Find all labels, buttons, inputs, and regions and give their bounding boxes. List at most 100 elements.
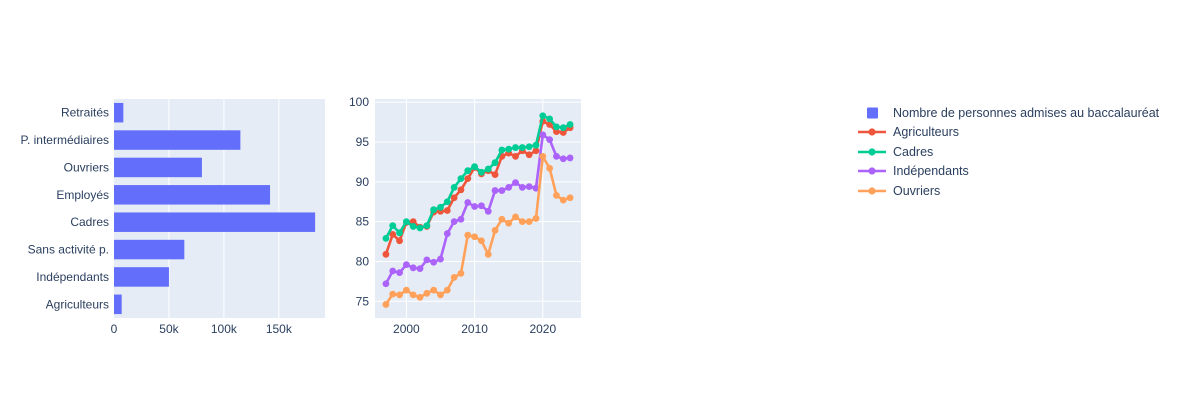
data-point-ouvriers[interactable] — [525, 218, 533, 226]
data-point-cadres[interactable] — [464, 167, 472, 175]
data-point-cadres[interactable] — [409, 223, 417, 230]
data-point-cadres[interactable] — [471, 163, 478, 171]
data-point-independants[interactable] — [382, 280, 390, 288]
data-point-ouvriers[interactable] — [505, 219, 513, 227]
data-point-ouvriers[interactable] — [512, 213, 519, 221]
data-point-ouvriers[interactable] — [443, 286, 451, 294]
line-series-cadres[interactable] — [384, 114, 571, 239]
data-point-independants[interactable] — [402, 261, 410, 269]
data-point-ouvriers[interactable] — [409, 291, 417, 299]
data-point-cadres[interactable] — [402, 218, 410, 226]
data-point-ouvriers[interactable] — [464, 231, 472, 239]
data-point-ouvriers[interactable] — [430, 286, 438, 294]
data-point-independants[interactable] — [505, 183, 513, 191]
legend-item-cadres[interactable]: Cadres — [857, 142, 1159, 162]
data-point-agriculteurs[interactable] — [457, 186, 465, 194]
data-point-ouvriers[interactable] — [559, 196, 567, 204]
data-point-independants[interactable] — [525, 183, 533, 191]
data-point-agriculteurs[interactable] — [450, 194, 458, 202]
data-point-cadres[interactable] — [539, 112, 547, 120]
legend-item-agriculteurs[interactable]: Agriculteurs — [857, 123, 1159, 143]
data-point-ouvriers[interactable] — [389, 290, 397, 298]
data-point-ouvriers[interactable] — [457, 270, 465, 277]
data-point-ouvriers[interactable] — [450, 273, 458, 281]
data-point-independants[interactable] — [450, 218, 458, 226]
data-point-ouvriers[interactable] — [532, 215, 540, 222]
data-point-independants[interactable] — [471, 203, 478, 210]
data-point-independants[interactable] — [532, 184, 540, 192]
data-point-independants[interactable] — [539, 131, 547, 139]
data-point-independants[interactable] — [443, 230, 451, 237]
data-point-cadres[interactable] — [450, 183, 458, 191]
data-point-cadres[interactable] — [512, 144, 519, 151]
data-point-agriculteurs[interactable] — [512, 152, 519, 160]
data-point-independants[interactable] — [389, 267, 397, 275]
data-point-independants[interactable] — [546, 136, 554, 144]
data-point-independants[interactable] — [484, 207, 492, 215]
data-point-independants[interactable] — [457, 215, 465, 223]
data-point-independants[interactable] — [416, 265, 424, 273]
data-point-ouvriers[interactable] — [498, 215, 506, 223]
data-point-cadres[interactable] — [430, 206, 438, 214]
data-point-independants[interactable] — [491, 187, 499, 194]
data-point-agriculteurs[interactable] — [443, 207, 451, 214]
data-point-ouvriers[interactable] — [546, 164, 554, 172]
data-point-agriculteurs[interactable] — [382, 250, 390, 258]
bar-retraites[interactable] — [114, 102, 124, 123]
data-point-independants[interactable] — [396, 269, 403, 277]
legend-item-bac-admissions[interactable]: Nombre de personnes admises au baccalaur… — [857, 103, 1159, 123]
data-point-ouvriers[interactable] — [396, 291, 403, 299]
data-point-cadres[interactable] — [505, 145, 513, 153]
data-point-independants[interactable] — [498, 187, 506, 194]
data-point-cadres[interactable] — [382, 234, 390, 242]
data-point-ouvriers[interactable] — [382, 301, 390, 308]
data-point-ouvriers[interactable] — [437, 291, 444, 299]
data-point-ouvriers[interactable] — [518, 218, 526, 226]
data-point-independants[interactable] — [512, 179, 519, 187]
data-point-ouvriers[interactable] — [491, 227, 499, 234]
data-point-ouvriers[interactable] — [478, 237, 485, 245]
data-point-cadres[interactable] — [396, 229, 403, 237]
data-point-cadres[interactable] — [518, 144, 526, 151]
bar-cadres[interactable] — [114, 212, 316, 232]
data-point-independants[interactable] — [566, 154, 574, 162]
data-point-agriculteurs[interactable] — [532, 147, 540, 155]
data-point-cadres[interactable] — [389, 222, 397, 230]
data-point-cadres[interactable] — [546, 115, 554, 123]
data-point-cadres[interactable] — [443, 198, 451, 206]
bar-p-intermediaires[interactable] — [114, 130, 241, 150]
data-point-ouvriers[interactable] — [553, 191, 560, 199]
data-point-agriculteurs[interactable] — [491, 171, 499, 179]
data-point-independants[interactable] — [559, 155, 567, 163]
data-point-ouvriers[interactable] — [416, 293, 424, 301]
data-point-independants[interactable] — [437, 255, 444, 263]
data-point-cadres[interactable] — [559, 124, 567, 132]
data-point-independants[interactable] — [518, 183, 526, 191]
data-point-cadres[interactable] — [491, 159, 499, 167]
data-point-cadres[interactable] — [478, 168, 485, 176]
data-point-independants[interactable] — [423, 256, 431, 264]
data-point-ouvriers[interactable] — [539, 152, 547, 160]
data-point-independants[interactable] — [409, 264, 417, 272]
data-point-cadres[interactable] — [437, 203, 444, 211]
data-point-ouvriers[interactable] — [566, 194, 574, 202]
bar-sans-activite-p[interactable] — [114, 239, 185, 260]
legend-item-independants[interactable]: Indépendants — [857, 162, 1159, 182]
data-point-cadres[interactable] — [498, 146, 506, 154]
data-point-cadres[interactable] — [566, 121, 574, 128]
bar-employes[interactable] — [114, 185, 271, 205]
data-point-cadres[interactable] — [484, 165, 492, 173]
data-point-ouvriers[interactable] — [471, 233, 478, 241]
data-point-agriculteurs[interactable] — [553, 128, 560, 136]
legend-item-ouvriers[interactable]: Ouvriers — [857, 181, 1159, 201]
data-point-agriculteurs[interactable] — [464, 175, 472, 183]
data-point-cadres[interactable] — [553, 123, 560, 131]
data-point-agriculteurs[interactable] — [396, 237, 403, 245]
data-point-ouvriers[interactable] — [484, 250, 492, 258]
data-point-cadres[interactable] — [457, 175, 465, 183]
data-point-cadres[interactable] — [423, 222, 431, 230]
bar-ouvriers[interactable] — [114, 157, 202, 178]
line-plot-area[interactable] — [375, 99, 581, 318]
data-point-cadres[interactable] — [525, 143, 533, 151]
data-point-ouvriers[interactable] — [423, 289, 431, 297]
